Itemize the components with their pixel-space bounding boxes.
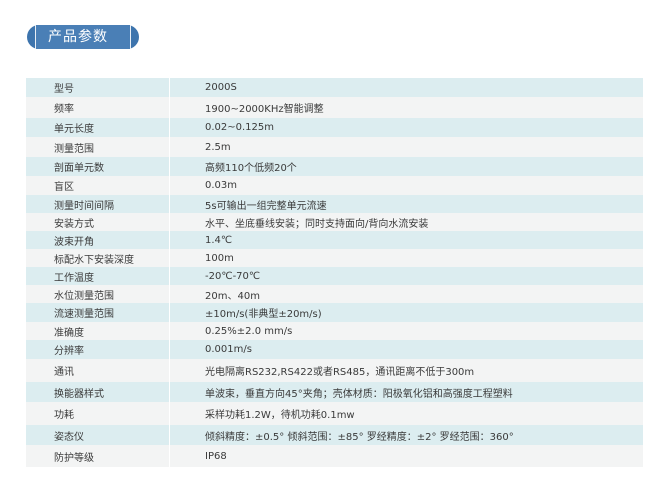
spec-value: 0.25%±2.0 mm/s — [205, 325, 293, 337]
spec-value: 5s可输出一组完整单元流速 — [205, 200, 327, 212]
spec-table: 型号 2000S 频率 1900~2000KHz智能调整单元长度 0.02~0.125m… — [26, 78, 643, 467]
table-row: 防护等级 IP68 — [26, 445, 643, 467]
spec-value: 水平、坐底垂线安装；同时支持面向/背向水流安装 — [205, 218, 429, 230]
table-row: 水位测量范围 20m、40m — [26, 285, 643, 303]
table-row: 单元长度 0.02~0.125m — [26, 118, 643, 137]
table-row: 换能器样式 单波束，垂直方向45°夹角；壳体材质：阳极氧化铝和高强度工程塑料 — [26, 382, 643, 402]
table-row: 波束开角 1.4℃ — [26, 231, 643, 249]
spec-label: 单元长度 — [26, 118, 170, 137]
table-row: 盲区 0.03m — [26, 176, 643, 195]
spec-label: 安装方式 — [26, 213, 170, 231]
spec-label: 频率 — [26, 97, 170, 118]
spec-label: 测量范围 — [26, 137, 170, 157]
spec-label: 型号 — [26, 78, 170, 97]
table-row: 分辨率 0.001m/s — [26, 340, 643, 359]
table-row: 通讯 光电隔离RS232,RS422或者RS485，通讯距离不低于300m — [26, 359, 643, 382]
spec-label: 波束开角 — [26, 231, 170, 249]
table-row: 安装方式 水平、坐底垂线安装；同时支持面向/背向水流安装 — [26, 213, 643, 231]
spec-label: 姿态仪 — [26, 425, 170, 445]
spec-value: 2.5m — [205, 141, 231, 153]
table-row: 测量范围 2.5m — [26, 137, 643, 157]
spec-label: 换能器样式 — [26, 382, 170, 402]
spec-value: ±10m/s(非典型±20m/s) — [205, 309, 322, 320]
spec-label: 剖面单元数 — [26, 157, 170, 176]
table-row: 工作温度 -20℃-70℃ — [26, 267, 643, 285]
spec-label: 测量时间间隔 — [26, 195, 170, 213]
spec-label: 标配水下安装深度 — [26, 249, 170, 267]
spec-value: 20m、40m — [205, 290, 260, 302]
spec-value: 倾斜精度：±0.5° 倾斜范围：±85° 罗经精度：±2° 罗经范围：360° — [205, 431, 514, 443]
spec-label: 盲区 — [26, 176, 170, 195]
spec-label: 水位测量范围 — [26, 285, 170, 303]
section-title: 产品参数 — [35, 25, 131, 49]
spec-label: 工作温度 — [26, 267, 170, 285]
table-row: 型号 2000S — [26, 78, 643, 97]
spec-label: 准确度 — [26, 322, 170, 340]
table-row: 频率 1900~2000KHz智能调整 — [26, 97, 643, 118]
spec-value: 0.001m/s — [205, 344, 252, 355]
section-title-badge: 产品参数 — [27, 25, 139, 49]
table-row: 准确度 0.25%±2.0 mm/s — [26, 322, 643, 340]
table-row: 剖面单元数 高频110个低频20个 — [26, 157, 643, 176]
table-row: 功耗 采样功耗1.2W，待机功耗0.1mw — [26, 402, 643, 425]
spec-value: 采样功耗1.2W，待机功耗0.1mw — [205, 410, 355, 421]
spec-label: 防护等级 — [26, 445, 170, 467]
table-row: 测量时间间隔 5s可输出一组完整单元流速 — [26, 195, 643, 213]
table-row: 姿态仪 倾斜精度：±0.5° 倾斜范围：±85° 罗经精度：±2° 罗经范围：36… — [26, 425, 643, 445]
spec-value: 1.4℃ — [205, 234, 233, 246]
spec-label: 分辨率 — [26, 340, 170, 359]
spec-value: 单波束，垂直方向45°夹角；壳体材质：阳极氧化铝和高强度工程塑料 — [205, 388, 513, 400]
spec-value: 高频110个低频20个 — [205, 163, 297, 174]
spec-label: 功耗 — [26, 402, 170, 425]
spec-value: 0.03m — [205, 180, 238, 191]
spec-value: -20℃-70℃ — [205, 270, 261, 282]
spec-value: IP68 — [205, 450, 227, 462]
table-row: 流速测量范围 ±10m/s(非典型±20m/s) — [26, 303, 643, 322]
spec-label: 通讯 — [26, 359, 170, 382]
spec-value: 0.02~0.125m — [205, 122, 275, 133]
spec-value: 光电隔离RS232,RS422或者RS485，通讯距离不低于300m — [205, 367, 475, 378]
spec-value: 100m — [205, 252, 234, 264]
table-row: 标配水下安装深度 100m — [26, 249, 643, 267]
spec-value: 1900~2000KHz智能调整 — [205, 104, 324, 115]
spec-label: 流速测量范围 — [26, 303, 170, 322]
spec-value: 2000S — [205, 82, 237, 93]
